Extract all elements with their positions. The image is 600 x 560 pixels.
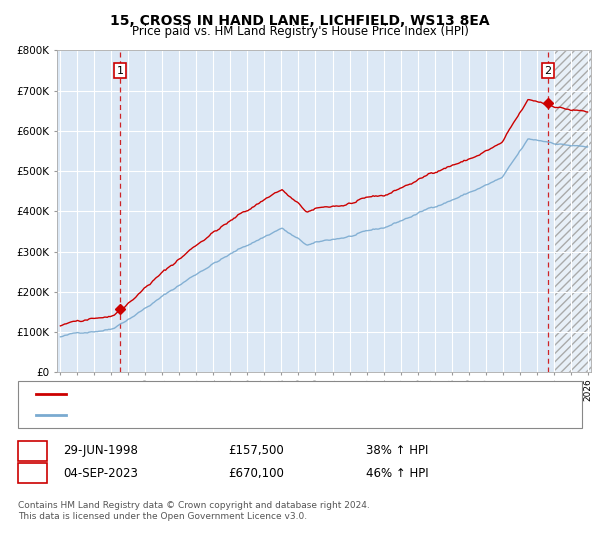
- Text: 2: 2: [29, 466, 36, 480]
- Text: Contains HM Land Registry data © Crown copyright and database right 2024.
This d: Contains HM Land Registry data © Crown c…: [18, 501, 370, 521]
- Text: 38% ↑ HPI: 38% ↑ HPI: [366, 444, 428, 458]
- Text: £670,100: £670,100: [228, 466, 284, 480]
- Text: 1: 1: [116, 66, 124, 76]
- Text: 04-SEP-2023: 04-SEP-2023: [63, 466, 138, 480]
- Text: Price paid vs. HM Land Registry's House Price Index (HPI): Price paid vs. HM Land Registry's House …: [131, 25, 469, 38]
- Text: 15, CROSS IN HAND LANE, LICHFIELD, WS13 8EA: 15, CROSS IN HAND LANE, LICHFIELD, WS13 …: [110, 14, 490, 28]
- Text: £157,500: £157,500: [228, 444, 284, 458]
- Text: 29-JUN-1998: 29-JUN-1998: [63, 444, 138, 458]
- Text: HPI: Average price, detached house, Lichfield: HPI: Average price, detached house, Lich…: [72, 410, 309, 420]
- Text: 2: 2: [544, 66, 551, 76]
- Text: 46% ↑ HPI: 46% ↑ HPI: [366, 466, 428, 480]
- Text: 1: 1: [29, 444, 36, 458]
- Bar: [554, 50, 596, 372]
- Text: 15, CROSS IN HAND LANE, LICHFIELD, WS13 8EA (detached house): 15, CROSS IN HAND LANE, LICHFIELD, WS13 …: [72, 389, 421, 399]
- Bar: [554, 50, 596, 372]
